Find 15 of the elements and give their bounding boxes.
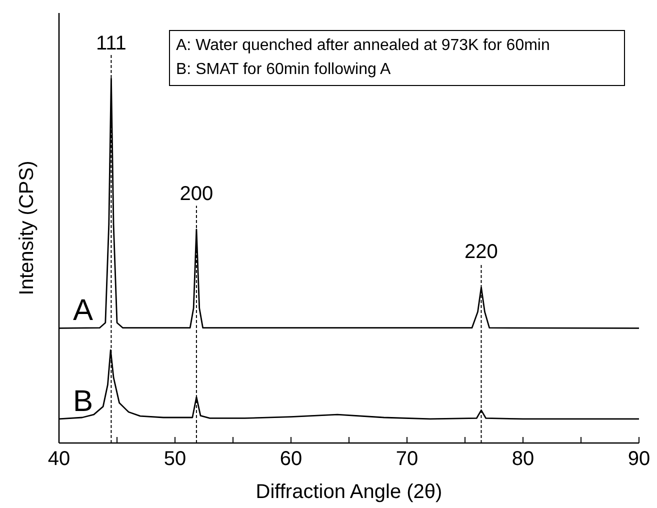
text: 111 [96,32,126,54]
annotation: 220 [464,241,498,264]
x-tick-label: 40 [48,448,70,470]
x-tick-label: 90 [628,448,650,470]
x-tick-label: 70 [396,448,418,470]
series-label: B [73,384,94,418]
x-tick-label: 60 [280,448,302,470]
y-axis-title: Intensity (CPS) [16,160,38,296]
text: A: Water quenched after annealed at 973K for 60min [176,36,551,56]
text: B: SMAT for 60min following A [176,60,392,80]
series-label: A [73,294,94,328]
annotation: 200 [180,183,214,206]
x-tick-label: 80 [512,448,534,470]
x-tick-label: 50 [164,448,186,470]
x-axis-title: Diffraction Angle (2θ) [256,481,442,503]
